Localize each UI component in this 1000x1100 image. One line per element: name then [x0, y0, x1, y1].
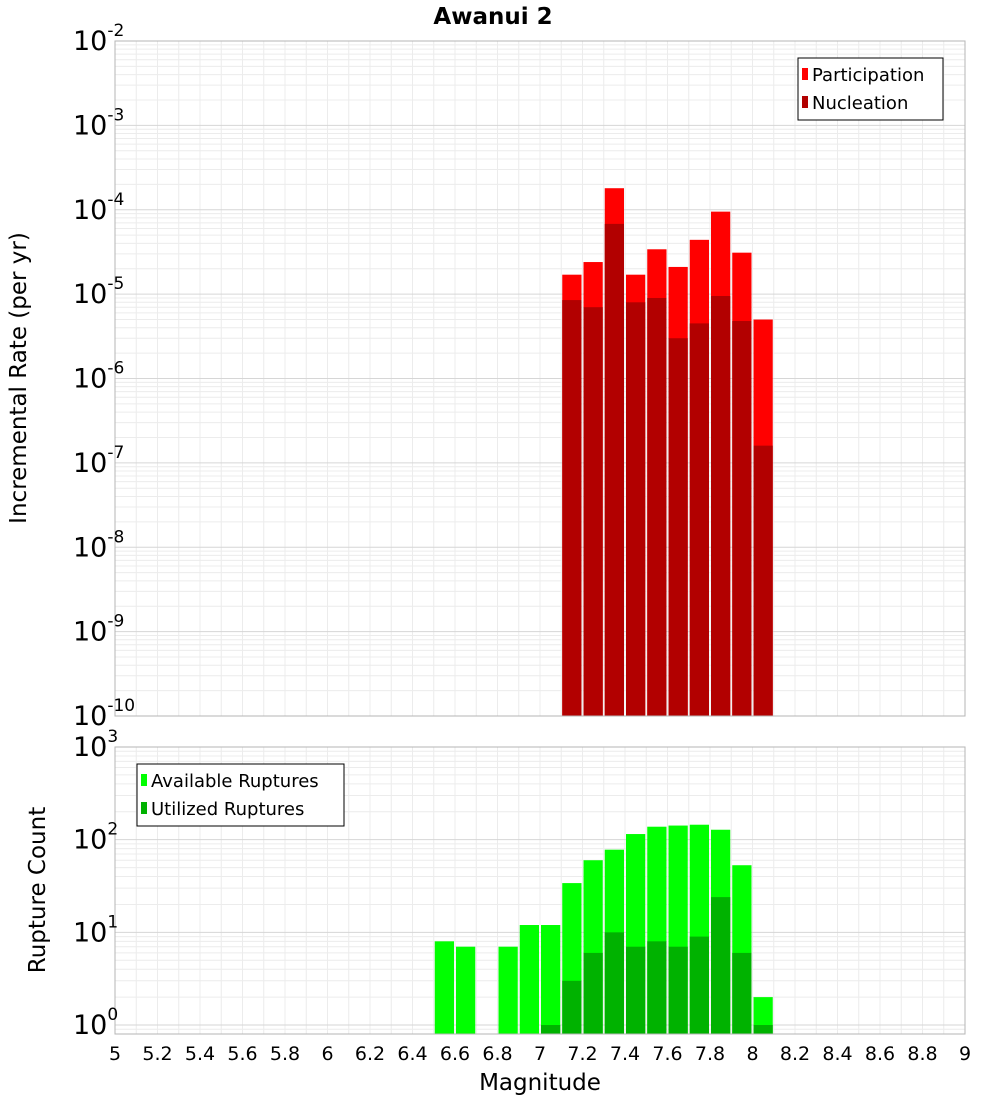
- bottom-y-axis-label: Rupture Count: [25, 807, 51, 973]
- bar: [647, 941, 667, 1034]
- bar: [562, 980, 582, 1034]
- x-tick-label: 7.6: [652, 1043, 682, 1065]
- x-tick-label: 7.2: [567, 1043, 597, 1065]
- rate-legend: Participation Nucleation: [797, 57, 944, 121]
- rate-horizontal-grid: [115, 40, 965, 717]
- legend-label: Utilized Ruptures: [151, 799, 304, 820]
- legend-box: [797, 57, 944, 121]
- bar: [711, 296, 731, 716]
- bar: [434, 941, 454, 1034]
- bar: [456, 946, 476, 1034]
- count-plot-border: [114, 746, 966, 1035]
- x-tick-label: 5.6: [227, 1043, 257, 1065]
- x-tick-label: 6.4: [397, 1043, 427, 1065]
- x-tick-label: 5.8: [270, 1043, 300, 1065]
- y-tick-label: 10-3: [73, 105, 124, 141]
- count-legend: Available Ruptures Utilized Ruptures: [136, 763, 345, 827]
- x-tick-label: 7.4: [610, 1043, 640, 1065]
- legend-swatch: [141, 774, 147, 786]
- x-tick-label: 9: [959, 1043, 971, 1065]
- count-y-tick-labels: 103 102 101 100: [73, 727, 118, 1041]
- bar: [541, 925, 561, 1034]
- y-tick-label: 102: [73, 820, 118, 856]
- y-tick-label: 103: [73, 727, 118, 763]
- legend-label: Participation: [812, 65, 924, 86]
- bar: [498, 946, 518, 1034]
- x-tick-label: 5.4: [185, 1043, 215, 1065]
- bar: [732, 321, 752, 716]
- x-tick-label: 7.8: [695, 1043, 725, 1065]
- bar: [689, 936, 709, 1034]
- bar: [519, 925, 539, 1034]
- bar: [647, 297, 667, 716]
- legend-swatch: [802, 68, 808, 80]
- rate-plot-border: [114, 40, 966, 717]
- bar: [541, 1025, 561, 1034]
- x-tick-label: 8: [746, 1043, 758, 1065]
- bar: [689, 323, 709, 716]
- bar: [753, 445, 773, 716]
- y-tick-label: 100: [73, 1005, 118, 1041]
- bar: [711, 897, 731, 1034]
- x-tick-label: 5.2: [142, 1043, 172, 1065]
- bar: [626, 302, 646, 716]
- top-y-axis-label: Incremental Rate (per yr): [6, 232, 32, 524]
- x-tick-label: 5: [109, 1043, 121, 1065]
- bar: [604, 932, 624, 1034]
- bar: [583, 952, 603, 1034]
- legend-label: Available Ruptures: [151, 771, 319, 792]
- x-tick-label: 6.2: [355, 1043, 385, 1065]
- x-tick-labels: 5 5.2 5.4 5.6 5.8 6 6.2 6.4 6.6 6.8 7 7.2 7.4 7.6 7.8 8…: [109, 1043, 971, 1065]
- bar: [668, 946, 688, 1034]
- count-horizontal-grid: [115, 746, 965, 1035]
- bar: [626, 946, 646, 1034]
- y-tick-label: 10-7: [73, 443, 124, 479]
- x-tick-label: 6.8: [482, 1043, 512, 1065]
- bar: [668, 338, 688, 716]
- bar: [732, 952, 752, 1034]
- x-tick-label: 6: [321, 1043, 333, 1065]
- chart-title: Awanui 2: [433, 4, 552, 30]
- y-tick-label: 10-5: [73, 274, 124, 310]
- x-tick-label: 8.8: [907, 1043, 937, 1065]
- rate-y-tick-labels: 10-2 10-3 10-4 10-5 10-6 10-7 10-8 10-9 10-10: [73, 21, 135, 732]
- bar: [604, 223, 624, 716]
- legend-box: [136, 763, 345, 827]
- y-tick-label: 10-4: [73, 190, 124, 226]
- legend-swatch: [141, 802, 147, 814]
- x-axis-label: Magnitude: [479, 1070, 601, 1096]
- y-tick-label: 10-2: [73, 21, 124, 57]
- rate-series-nucleation: [562, 223, 773, 716]
- x-tick-label: 7: [534, 1043, 546, 1065]
- bar: [562, 300, 582, 716]
- y-tick-label: 10-10: [73, 696, 135, 732]
- bar: [753, 1025, 773, 1034]
- count-series-utilized-ruptures: [541, 897, 773, 1034]
- count-vertical-grid: [135, 747, 945, 1034]
- x-tick-label: 8.2: [780, 1043, 810, 1065]
- y-tick-label: 10-9: [73, 612, 124, 648]
- x-tick-label: 6.6: [440, 1043, 470, 1065]
- legend-swatch: [802, 96, 808, 108]
- legend-label: Nucleation: [812, 93, 908, 114]
- x-tick-label: 8.4: [822, 1043, 852, 1065]
- y-tick-label: 10-8: [73, 527, 124, 563]
- bar: [583, 307, 603, 716]
- rate-panel: 10-2 10-3 10-4 10-5 10-6 10-7 10-8 10-9 10-10 Par…: [73, 21, 966, 732]
- y-tick-label: 10-6: [73, 359, 124, 395]
- bar: [753, 997, 773, 1034]
- x-tick-label: 8.6: [865, 1043, 895, 1065]
- y-tick-label: 101: [73, 912, 118, 948]
